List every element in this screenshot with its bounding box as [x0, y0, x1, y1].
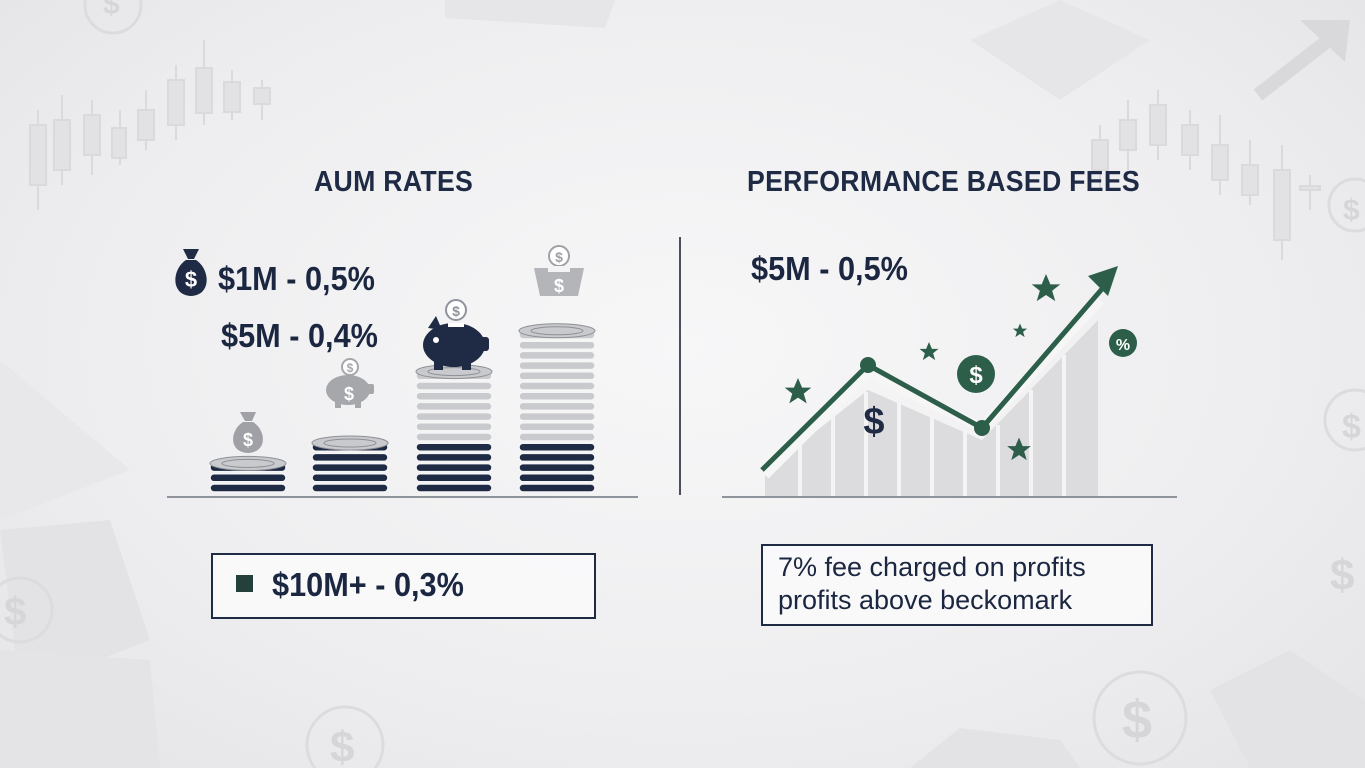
svg-text:$: $ [555, 249, 563, 265]
coin-stack-icon [518, 323, 596, 493]
money-bag-icon: $ [233, 412, 263, 453]
dollar-coin-icon [957, 355, 995, 393]
svg-text:$: $ [1330, 551, 1354, 600]
performance-baseline [722, 496, 1177, 498]
svg-text:$: $ [452, 303, 460, 319]
coin-stack-icon [209, 455, 287, 493]
svg-text:$: $ [344, 384, 354, 404]
svg-text:$: $ [1342, 408, 1361, 446]
performance-description-line-1: 7% fee charged on profits [778, 552, 1086, 582]
performance-rate: $5M - 0,5% [751, 250, 908, 287]
svg-text:$: $ [4, 590, 26, 634]
coin-stack-icon [311, 435, 389, 493]
chart-dollar-sign: $ [863, 401, 884, 443]
performance-description-box [761, 544, 1153, 626]
money-bag-icon: $ [175, 249, 207, 296]
aum-tier-3-box [211, 553, 596, 619]
aum-rates-heading: AUM RATES [314, 166, 474, 198]
svg-text:$: $ [185, 267, 197, 292]
svg-text:$: $ [243, 430, 253, 450]
svg-text:$: $ [103, 0, 120, 21]
aum-tier-1-rate: $1M - 0,5% [218, 260, 375, 297]
star-icon [784, 274, 1061, 461]
trend-line [760, 280, 1110, 472]
aum-baseline [167, 496, 638, 498]
dollar-coin-icon: $ $ [534, 245, 584, 296]
aum-tier-2-rate: $5M - 0,4% [221, 317, 378, 354]
svg-text:$: $ [1122, 690, 1152, 750]
svg-text:$: $ [330, 723, 354, 768]
piggy-bank-icon: $ [423, 299, 489, 370]
percent-sign: % [1116, 337, 1130, 354]
section-divider [679, 237, 681, 495]
coin-dollar-sign: $ [969, 362, 983, 389]
piggy-bank-icon: $ $ [326, 358, 374, 408]
percent-badge-icon [1109, 329, 1137, 357]
svg-text:$: $ [554, 276, 564, 296]
legend-swatch [236, 575, 253, 592]
svg-text:$: $ [1343, 194, 1360, 227]
performance-fees-heading: PERFORMANCE BASED FEES [747, 166, 1140, 198]
aum-tier-3-rate: $10M+ - 0,3% [272, 566, 464, 603]
trend-arrow-icon [1088, 266, 1118, 296]
performance-description-line-2: profits above beckomark [778, 585, 1073, 615]
svg-text:$: $ [347, 361, 354, 375]
coin-stack-icon [415, 364, 493, 493]
